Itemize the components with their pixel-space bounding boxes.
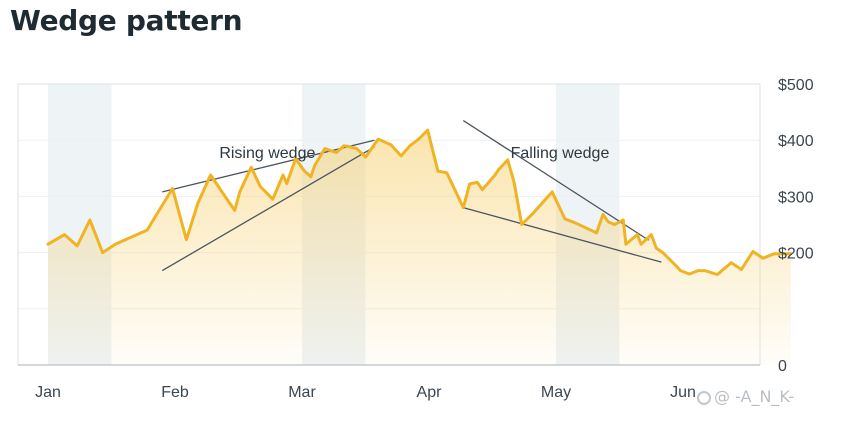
wedge-label: Rising wedge <box>219 145 315 162</box>
chart-title: Wedge pattern <box>10 4 243 37</box>
x-tick-label: Mar <box>288 384 316 401</box>
y-tick-label: $400 <box>778 133 814 150</box>
wedge-1-lower-line <box>161 146 375 272</box>
price-area <box>48 130 791 365</box>
wedge-label: Falling wedge <box>511 145 610 162</box>
watermark-icon <box>697 391 711 405</box>
x-tick-label: Apr <box>417 384 443 401</box>
y-tick-label: $200 <box>778 246 814 263</box>
x-tick-label: Jun <box>670 384 696 401</box>
x-tick-label: Feb <box>161 384 189 401</box>
y-tick-label: $500 <box>778 77 814 94</box>
wedge-2-lower-line <box>463 207 662 263</box>
watermark: @ -A_N_K- <box>697 387 794 406</box>
watermark-text: @ -A_N_K- <box>714 387 795 406</box>
y-tick-label: $300 <box>778 189 814 206</box>
x-tick-label: May <box>541 384 571 401</box>
price-line <box>46 128 793 276</box>
wedge-2-upper-line <box>462 119 650 241</box>
y-tick-label: 0 <box>778 358 787 375</box>
x-tick-label: Jan <box>35 384 61 401</box>
